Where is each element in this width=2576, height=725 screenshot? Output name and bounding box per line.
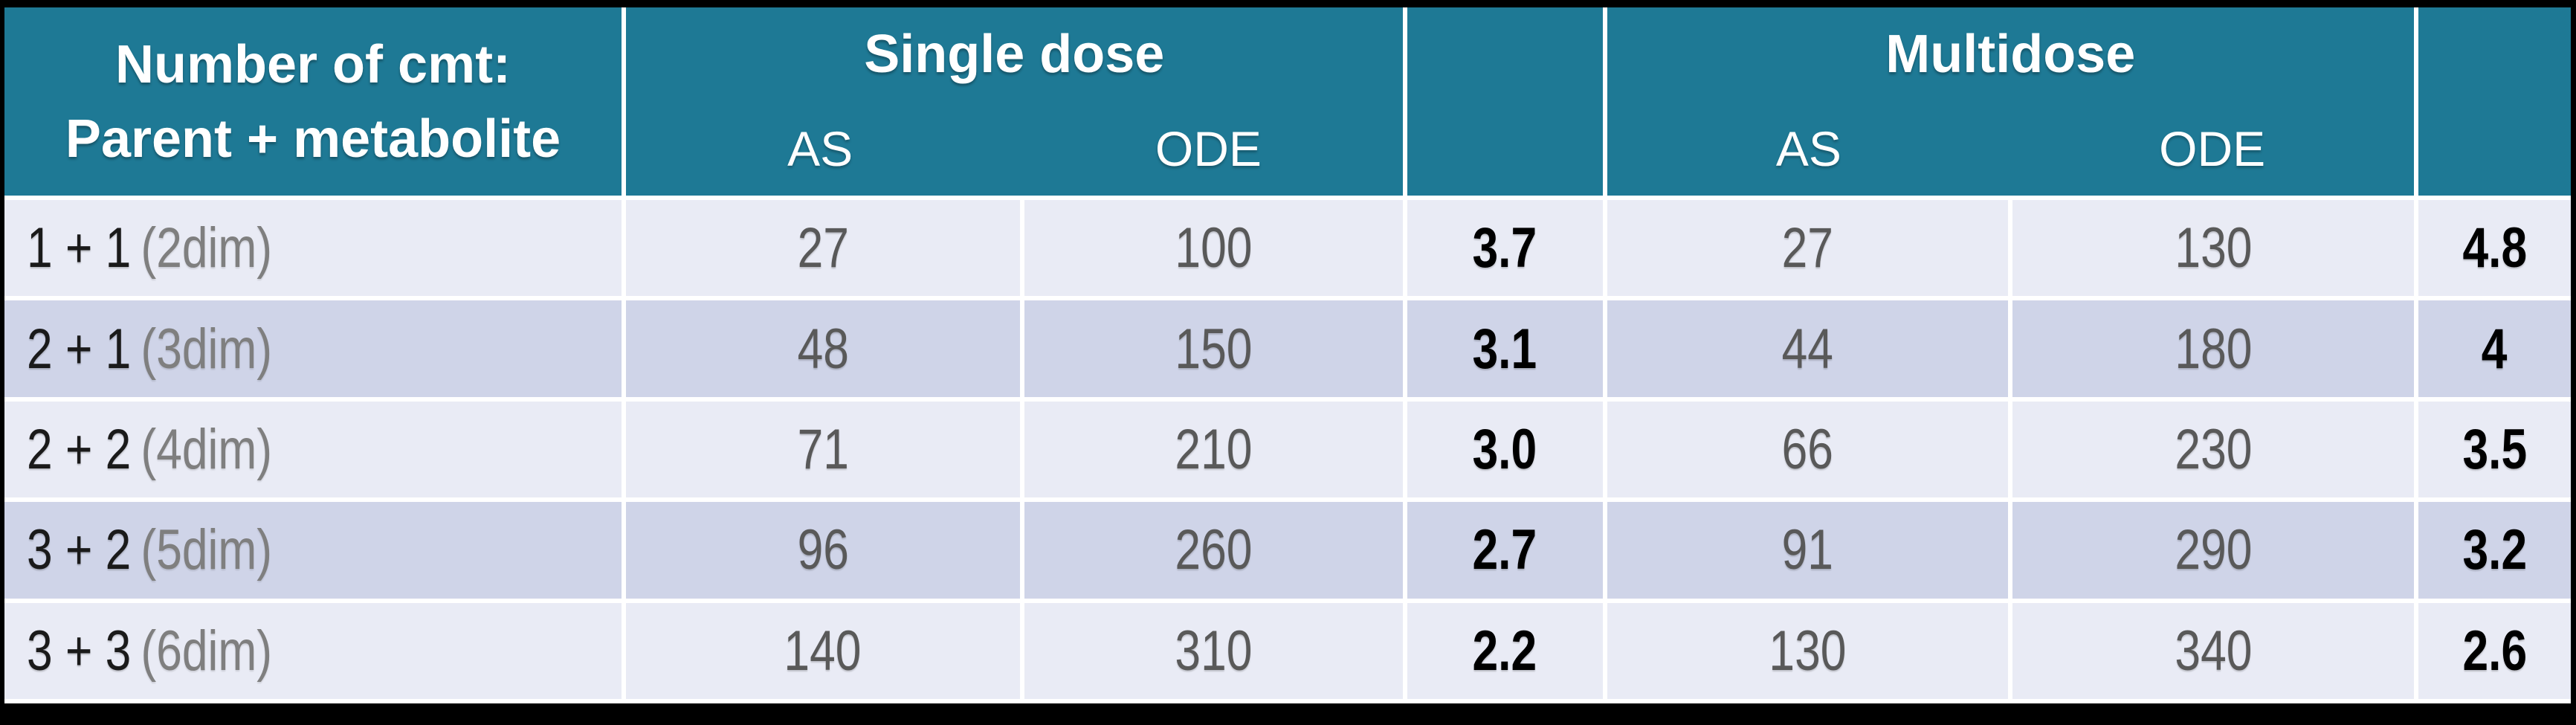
single-as-value: 140 bbox=[626, 602, 1020, 699]
single-ode-value: 100 bbox=[1024, 200, 1403, 297]
single-dose-ode-header: ODE bbox=[1155, 120, 1262, 176]
single-ode-value: 210 bbox=[1024, 401, 1403, 498]
row-label-cell: 2 + 2 (4dim) bbox=[4, 401, 622, 498]
single-dose-as-header: AS bbox=[787, 120, 853, 176]
multi-ode-value: 290 bbox=[2012, 502, 2414, 599]
multidose-as-header: AS bbox=[1775, 120, 1841, 176]
single-ratio-value: 3.1 bbox=[1407, 300, 1603, 397]
row-label-cell: 3 + 3 (6dim) bbox=[4, 602, 622, 699]
table-row: 2 + 2 (4dim) 71 210 3.0 66 230 3.5 bbox=[4, 401, 2571, 498]
multi-ode-value: 180 bbox=[2012, 300, 2414, 397]
corner-header-cell: Number of cmt: Parent + metabolite bbox=[4, 7, 622, 196]
single-ratio-value: 2.2 bbox=[1407, 602, 1603, 699]
multidose-title: Multidose bbox=[1885, 25, 2136, 85]
row-label: 1 + 1 bbox=[27, 216, 132, 280]
multi-ratio-value: 4 bbox=[2418, 300, 2571, 397]
single-ode-value: 310 bbox=[1024, 602, 1403, 699]
multi-ode-value: 130 bbox=[2012, 200, 2414, 297]
ratio-column-header-multi bbox=[2418, 7, 2571, 196]
table-row: 3 + 2 (5dim) 96 260 2.7 91 290 3.2 bbox=[4, 502, 2571, 599]
row-dim-label: (6dim) bbox=[141, 619, 273, 683]
ratio-column-header-single bbox=[1407, 7, 1603, 196]
table-container: Number of cmt: Parent + metabolite Singl… bbox=[4, 7, 2571, 703]
row-label-cell: 3 + 2 (5dim) bbox=[4, 502, 622, 599]
row-label: 2 + 2 bbox=[27, 417, 132, 481]
multidose-ode-header: ODE bbox=[2159, 120, 2266, 176]
row-dim-label: (2dim) bbox=[141, 216, 273, 280]
row-label: 3 + 2 bbox=[27, 518, 132, 582]
table-row: 3 + 3 (6dim) 140 310 2.2 130 340 2.6 bbox=[4, 602, 2571, 699]
single-as-value: 48 bbox=[626, 300, 1020, 397]
multi-ratio-value: 2.6 bbox=[2418, 602, 2571, 699]
row-dim-label: (5dim) bbox=[141, 518, 273, 582]
single-dose-title: Single dose bbox=[864, 25, 1165, 85]
multi-as-value: 91 bbox=[1607, 502, 2009, 599]
row-label-cell: 2 + 1 (3dim) bbox=[4, 300, 622, 397]
row-dim-label: (3dim) bbox=[141, 317, 273, 381]
row-dim-label: (4dim) bbox=[141, 417, 273, 481]
single-ratio-value: 3.7 bbox=[1407, 200, 1603, 297]
single-dose-group-header: Single dose AS ODE bbox=[626, 7, 1403, 196]
multi-ode-value: 340 bbox=[2012, 602, 2414, 699]
single-ratio-value: 3.0 bbox=[1407, 401, 1603, 498]
multi-as-value: 66 bbox=[1607, 401, 2009, 498]
table-row: 1 + 1 (2dim) 27 100 3.7 27 130 4.8 bbox=[4, 200, 2571, 297]
multi-as-value: 130 bbox=[1607, 602, 2009, 699]
multi-ratio-value: 4.8 bbox=[2418, 200, 2571, 297]
single-as-value: 96 bbox=[626, 502, 1020, 599]
multi-as-value: 27 bbox=[1607, 200, 2009, 297]
comparison-table: Number of cmt: Parent + metabolite Singl… bbox=[4, 7, 2571, 703]
single-ratio-value: 2.7 bbox=[1407, 502, 1603, 599]
multi-ratio-value: 3.2 bbox=[2418, 502, 2571, 599]
corner-header-line1: Number of cmt: bbox=[115, 34, 511, 94]
single-as-value: 71 bbox=[626, 401, 1020, 498]
header-row: Number of cmt: Parent + metabolite Singl… bbox=[4, 7, 2571, 196]
row-label: 2 + 1 bbox=[27, 317, 132, 381]
single-ode-value: 150 bbox=[1024, 300, 1403, 397]
multi-ode-value: 230 bbox=[2012, 401, 2414, 498]
corner-header-line2: Parent + metabolite bbox=[65, 109, 561, 169]
row-label: 3 + 3 bbox=[27, 619, 132, 683]
single-ode-value: 260 bbox=[1024, 502, 1403, 599]
multi-ratio-value: 3.5 bbox=[2418, 401, 2571, 498]
single-as-value: 27 bbox=[626, 200, 1020, 297]
table-row: 2 + 1 (3dim) 48 150 3.1 44 180 4 bbox=[4, 300, 2571, 397]
row-label-cell: 1 + 1 (2dim) bbox=[4, 200, 622, 297]
multidose-group-header: Multidose AS ODE bbox=[1607, 7, 2414, 196]
multi-as-value: 44 bbox=[1607, 300, 2009, 397]
